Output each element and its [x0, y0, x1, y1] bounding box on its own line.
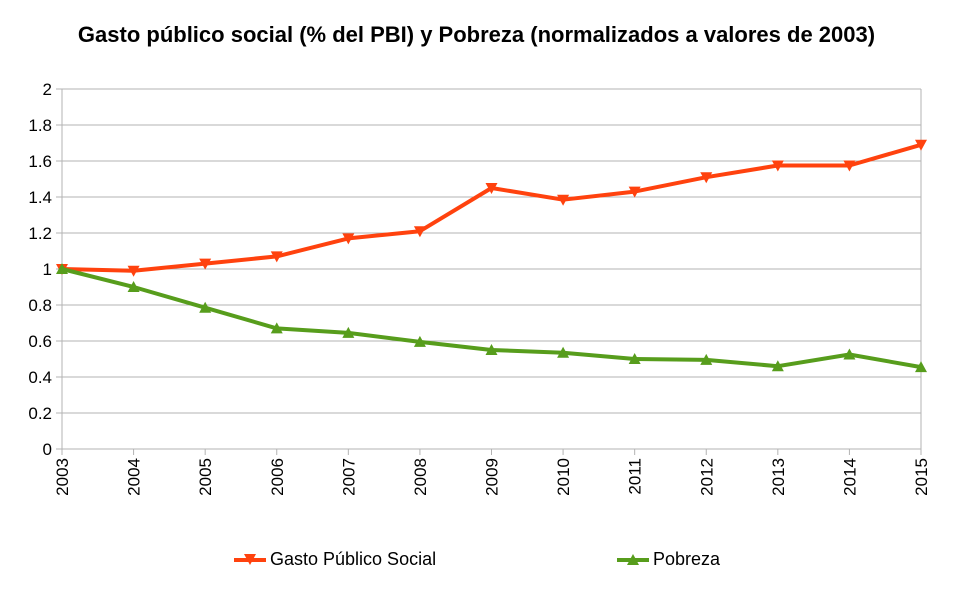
x-tick-label: 2005	[196, 458, 215, 496]
x-tick-label: 2012	[697, 458, 716, 496]
y-tick-label: 1	[43, 260, 52, 279]
x-tick-label: 2008	[411, 458, 430, 496]
y-tick-label: 0.4	[28, 368, 52, 387]
data-point-1-6	[485, 344, 498, 355]
data-point-1-7	[557, 346, 570, 358]
y-tick-label: 1.6	[28, 152, 52, 171]
x-tick-label: 2004	[125, 458, 144, 496]
x-tick-label: 2006	[268, 458, 287, 496]
data-point-1-3	[270, 322, 283, 334]
legend-item-pobreza: Pobreza	[617, 549, 720, 570]
data-point-1-5	[413, 335, 426, 347]
data-point-0-5	[413, 226, 426, 238]
legend-line-gasto-icon	[234, 553, 266, 565]
y-tick-label: 0	[43, 440, 52, 459]
x-tick-label: 2003	[53, 458, 72, 496]
data-point-1-4	[342, 326, 355, 338]
data-point-1-12	[915, 361, 927, 373]
data-point-0-2	[199, 258, 212, 270]
y-tick-label: 1.2	[28, 224, 52, 243]
x-tick-label: 2013	[769, 458, 788, 496]
legend-label-gasto: Gasto Público Social	[270, 549, 437, 569]
data-point-0-8	[628, 186, 641, 198]
series-lines	[56, 139, 927, 373]
x-tick-label: 2009	[483, 458, 502, 496]
data-point-0-3	[270, 251, 283, 263]
data-point-0-4	[342, 233, 355, 245]
data-point-1-1	[127, 281, 140, 292]
x-tick-label: 2011	[626, 458, 645, 495]
y-tick-label: 1.4	[28, 188, 52, 207]
x-tick-label: 2007	[339, 458, 358, 496]
data-point-1-10	[771, 360, 784, 372]
data-point-0-9	[700, 172, 713, 184]
x-tick-label: 2010	[554, 458, 573, 496]
data-point-1-8	[628, 353, 641, 364]
axes	[56, 88, 922, 455]
y-tick-label: 1.8	[28, 116, 52, 135]
data-point-1-2	[199, 301, 212, 313]
legend-line-pobreza-icon	[617, 553, 649, 565]
data-point-1-11	[843, 348, 856, 360]
x-tick-label: 2015	[912, 458, 931, 496]
data-point-0-12	[915, 139, 927, 151]
legend-label-pobreza: Pobreza	[653, 549, 721, 569]
chart-title: Gasto público social (% del PBI) y Pobre…	[77, 22, 876, 47]
y-tick-label: 0.6	[28, 332, 52, 351]
y-tick-label: 2	[43, 80, 52, 99]
data-point-0-11	[843, 160, 856, 172]
grid-lines	[62, 88, 922, 450]
data-point-0-7	[557, 194, 570, 206]
x-tick-label: 2014	[840, 458, 859, 496]
data-point-1-0	[56, 263, 68, 274]
data-point-0-6	[485, 183, 498, 194]
legend-item-gasto: Gasto Público Social	[234, 549, 436, 570]
data-point-0-10	[771, 160, 784, 172]
series-line-0	[61, 142, 922, 273]
y-tick-label: 0.2	[28, 404, 52, 423]
tick-labels: 0 0.2 0.4 0.6 0.8 1 1.2 1.4 1.6 1.8 2 2003 2004 2005 2…	[28, 80, 931, 496]
y-tick-label: 0.8	[28, 296, 52, 315]
data-point-0-1	[127, 265, 140, 277]
data-point-1-9	[700, 353, 713, 365]
